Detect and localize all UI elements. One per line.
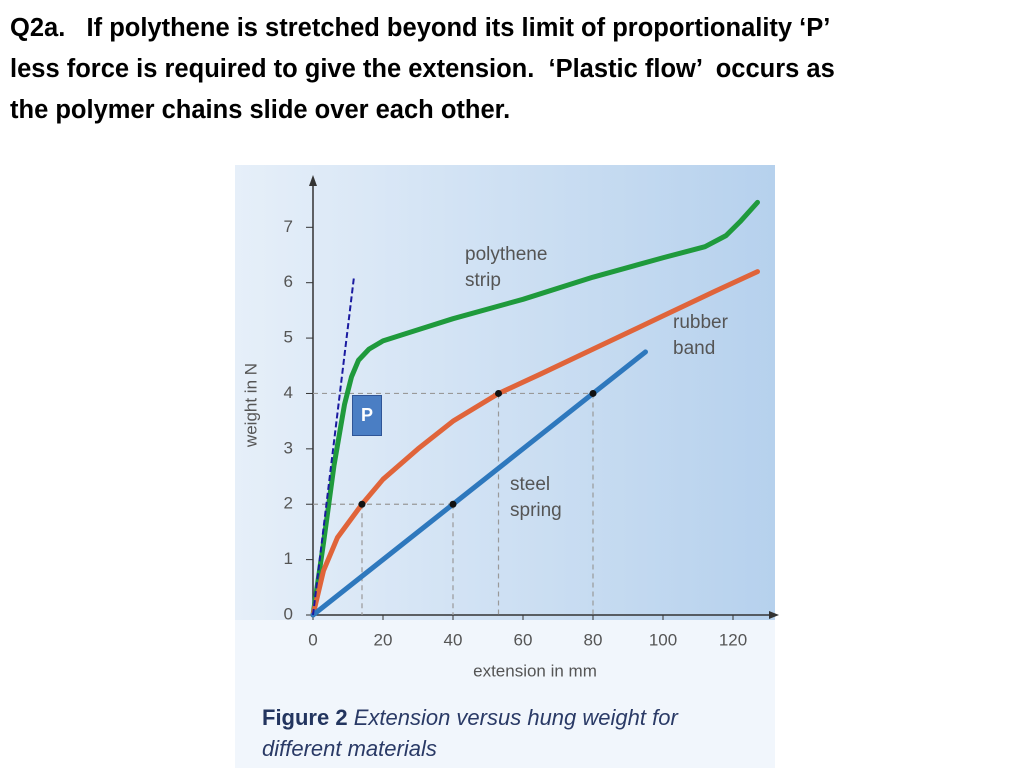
caption-text: Extension versus hung weight for differe… xyxy=(262,705,678,761)
series-label: steel spring xyxy=(510,474,562,521)
x-tick-label: 100 xyxy=(649,630,677,649)
question-text: Q2a. If polythene is stretched beyond it… xyxy=(10,8,835,131)
y-tick-label: 4 xyxy=(284,383,293,402)
question-line: Q2a. If polythene is stretched beyond it… xyxy=(10,14,831,42)
caption-label: Figure 2 xyxy=(262,705,348,730)
y-tick-label: 1 xyxy=(284,549,293,568)
proportionality-line xyxy=(312,277,355,616)
figure-caption: Figure 2 Extension versus hung weight fo… xyxy=(262,702,762,764)
x-axis-label: extension in mm xyxy=(473,661,597,680)
y-tick-label: 2 xyxy=(284,494,293,513)
caption-background xyxy=(235,620,775,768)
marker-dot xyxy=(449,500,457,508)
x-tick-label: 20 xyxy=(374,630,393,649)
p-label: P xyxy=(352,395,382,436)
marker-dot xyxy=(495,389,502,397)
x-tick-label: 40 xyxy=(444,630,463,649)
x-tick-label: 0 xyxy=(308,630,317,649)
x-tick-label: 60 xyxy=(514,630,533,649)
marker-dot xyxy=(589,389,597,397)
series-line xyxy=(310,269,760,618)
y-axis-arrow xyxy=(309,175,317,186)
series-line xyxy=(310,199,760,618)
x-axis-arrow xyxy=(769,611,779,619)
x-tick-label: 120 xyxy=(719,630,747,649)
question-line: the polymer chains slide over each other… xyxy=(10,96,511,124)
y-axis-label: weight in N xyxy=(241,363,260,448)
y-tick-label: 5 xyxy=(284,328,293,347)
y-tick-label: 7 xyxy=(284,217,293,236)
y-tick-label: 0 xyxy=(284,604,293,623)
series-label: polythene strip xyxy=(465,244,548,291)
y-tick-label: 3 xyxy=(284,438,293,457)
series-label: rubber band xyxy=(673,312,728,359)
x-tick-label: 80 xyxy=(584,630,603,649)
series-line xyxy=(310,349,648,618)
question-line: less force is required to give the exten… xyxy=(10,55,835,83)
marker-dot xyxy=(358,500,366,508)
y-tick-label: 6 xyxy=(284,272,293,291)
